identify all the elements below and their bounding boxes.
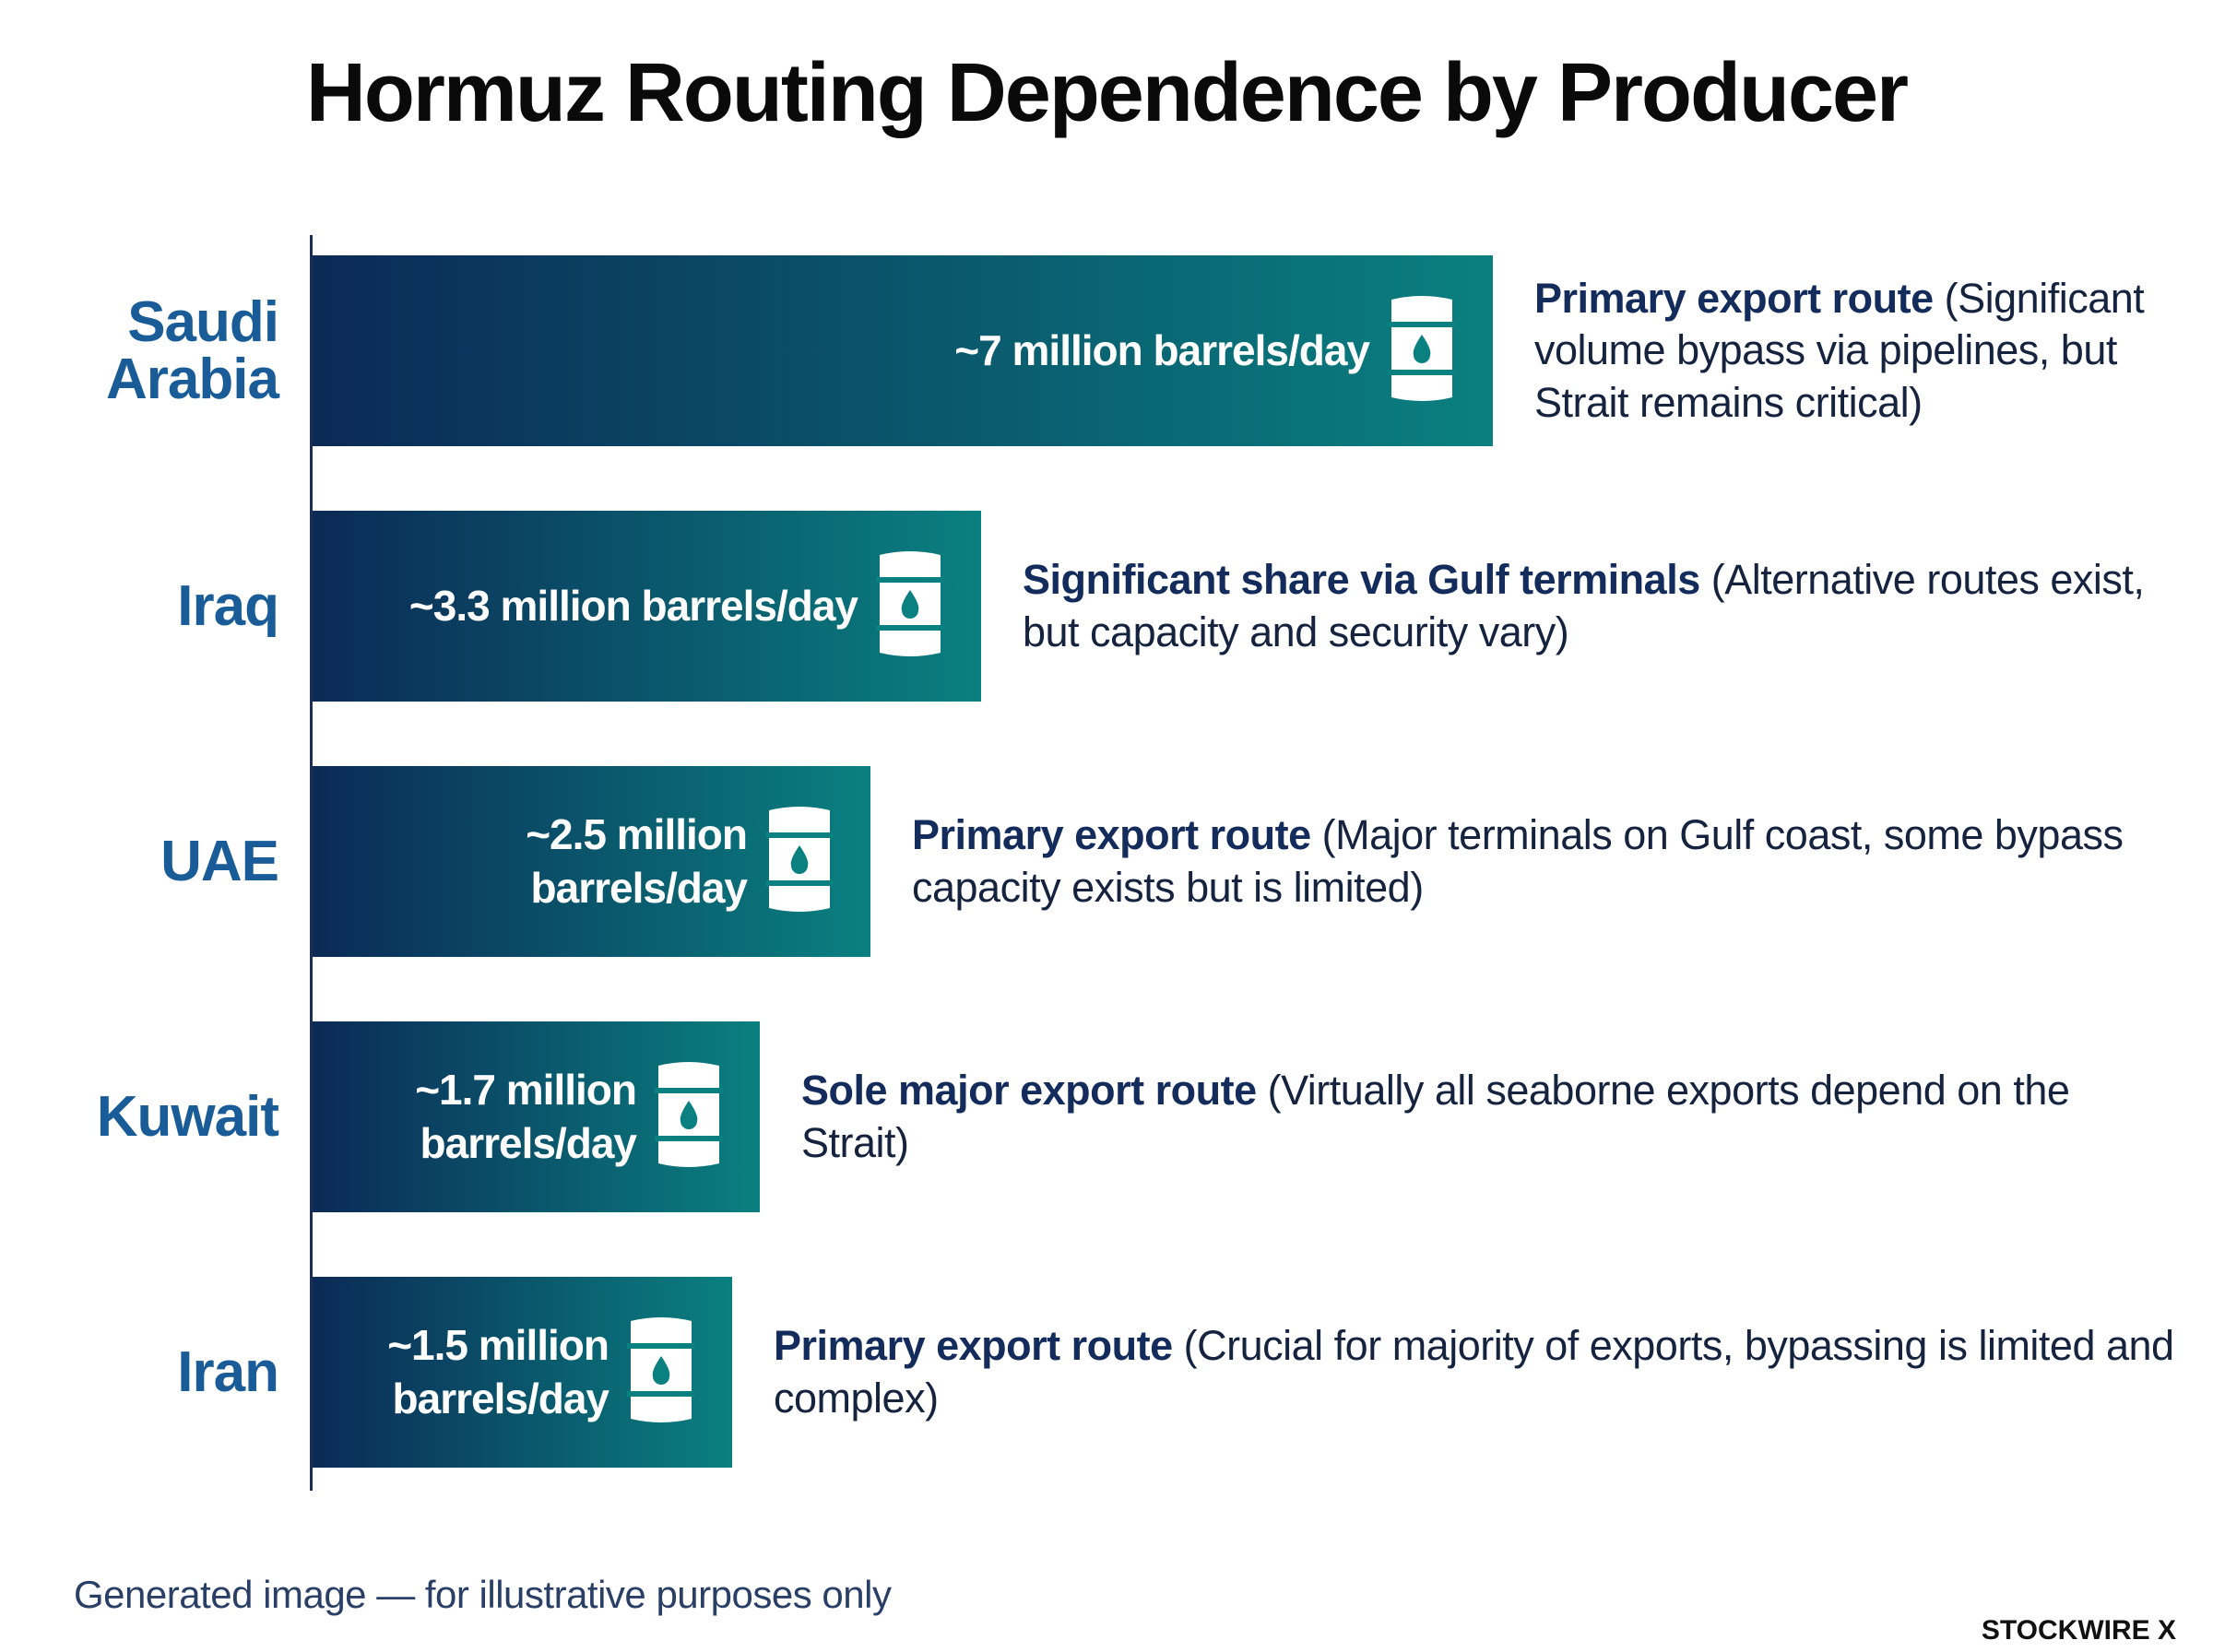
barrel-icon (765, 807, 834, 912)
annotation: Primary export route (Crucial for majori… (774, 1277, 2185, 1468)
barrel-icon (627, 1317, 695, 1422)
value-label: ~1.7 million barrels/day (415, 1066, 637, 1167)
brand: STOCKWIRE X (1981, 1615, 2176, 1646)
category-label: Kuwait (96, 1084, 279, 1149)
category-label: UAE (160, 829, 279, 893)
category-label: Iran (177, 1339, 279, 1404)
footnote: Generated image — for illustrative purpo… (74, 1573, 892, 1616)
chart-title: Hormuz Routing Dependence by Producer (305, 47, 1909, 139)
annotation-text: Sole major export route (Virtually all s… (801, 1065, 2185, 1169)
annotation-detail: (Alternative routes exist, but capacity … (1023, 556, 2145, 655)
annotation-detail: (Major terminals on Gulf coast, some byp… (912, 811, 2124, 911)
axis-line (310, 235, 313, 1491)
annotation-detail: (Significant volume bypass via pipelines… (1534, 275, 2145, 426)
annotation-text: Significant share via Gulf terminals (Al… (1023, 554, 2185, 658)
barrel-icon (655, 1062, 723, 1167)
value-label: ~2.5 million barrels/day (526, 810, 748, 912)
icon (763, 805, 835, 918)
annotation: Primary export route (Significant volume… (1534, 255, 2185, 446)
annotation: Primary export route (Major terminals on… (912, 766, 2185, 957)
annotation-detail: (Crucial for majority of exports, bypass… (774, 1322, 2174, 1422)
icon (874, 549, 946, 663)
category-label: Iraq (177, 573, 279, 638)
value-label: ~3.3 million barrels/day (408, 581, 858, 630)
icon (1386, 294, 1458, 407)
annotation-text: Primary export route (Major terminals on… (912, 809, 2185, 914)
icon (653, 1060, 725, 1174)
bar: ~1.5 million barrels/day (313, 1277, 732, 1468)
annotation-head: Primary export route (774, 1322, 1173, 1370)
annotation-detail: (Virtually all seaborne exports depend o… (801, 1067, 2070, 1166)
bar: ~2.5 million barrels/day (313, 766, 870, 957)
annotation-head: Primary export route (1534, 275, 1934, 323)
bar: ~7 million barrels/day (313, 255, 1493, 446)
annotation-text: Primary export route (Significant volume… (1534, 273, 2185, 429)
annotation-head: Significant share via Gulf terminals (1023, 556, 1700, 604)
annotation: Sole major export route (Virtually all s… (801, 1021, 2185, 1212)
bar: ~3.3 million barrels/day (313, 511, 981, 702)
annotation-head: Primary export route (912, 811, 1311, 859)
icon (625, 1316, 697, 1429)
annotation-text: Primary export route (Crucial for majori… (774, 1320, 2185, 1424)
bar: ~1.7 million barrels/day (313, 1021, 760, 1212)
category-label: Saudi Arabia (106, 289, 279, 411)
barrel-icon (876, 551, 944, 656)
annotation-head: Sole major export route (801, 1067, 1257, 1115)
value-label: ~7 million barrels/day (954, 325, 1370, 374)
barrel-icon (1388, 296, 1456, 401)
annotation: Significant share via Gulf terminals (Al… (1023, 511, 2185, 702)
value-label: ~1.5 million barrels/day (387, 1321, 609, 1422)
